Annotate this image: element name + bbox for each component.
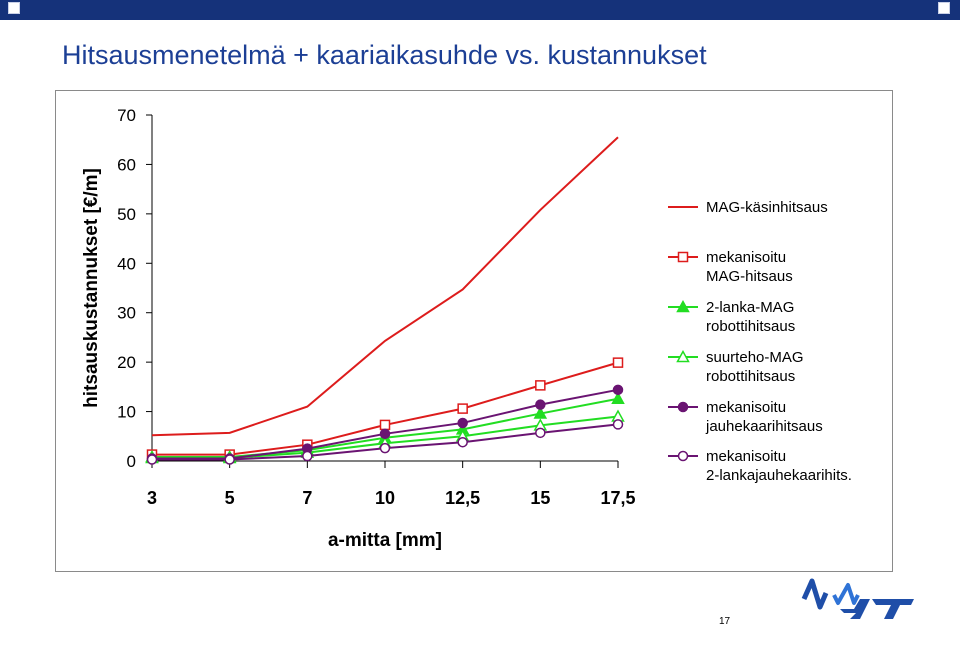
data-point bbox=[224, 454, 235, 465]
data-point bbox=[379, 419, 391, 431]
legend-label: MAG-käsinhitsaus bbox=[706, 199, 828, 216]
data-point bbox=[302, 450, 313, 462]
series-1 bbox=[151, 136, 619, 437]
corner-square-left bbox=[8, 2, 20, 14]
legend-label: mekanisoitu bbox=[706, 448, 786, 465]
legend-swatch-marker bbox=[677, 450, 689, 462]
series-6 bbox=[146, 419, 624, 465]
legend-label: MAG-hitsaus bbox=[706, 268, 793, 285]
legend-swatch-marker bbox=[677, 401, 689, 413]
y-tick-label: 50 bbox=[117, 205, 136, 224]
legend-label: 2-lankajauhekaarihits. bbox=[706, 467, 852, 484]
legend-item-1: MAG-käsinhitsaus bbox=[668, 199, 828, 216]
data-point bbox=[611, 391, 625, 404]
legend-label: suurteho-MAG bbox=[706, 349, 804, 366]
data-point bbox=[612, 384, 624, 396]
chart-axes: 0 10 20 30 40 50 60 70 3 5 7 10 12,5 15 17,5 a-mitta [m… bbox=[81, 106, 636, 551]
x-tick-label: 15 bbox=[530, 488, 550, 508]
data-point bbox=[146, 454, 158, 465]
data-point bbox=[535, 427, 546, 439]
legend-label: robottihitsaus bbox=[706, 368, 795, 385]
top-bar bbox=[0, 0, 960, 20]
y-tick-label: 0 bbox=[127, 452, 136, 471]
legend-label: robottihitsaus bbox=[706, 318, 795, 335]
legend-label: 2-lanka-MAG bbox=[706, 299, 794, 316]
page-number: 17 bbox=[719, 616, 731, 627]
y-tick-label: 10 bbox=[117, 403, 136, 422]
x-tick-label: 12,5 bbox=[445, 488, 480, 508]
data-point bbox=[612, 419, 624, 430]
y-axis-title: hitsauskustannukset [€/m] bbox=[81, 168, 102, 408]
legend-label: jauhekaarihitsaus bbox=[705, 418, 823, 435]
data-point bbox=[457, 403, 468, 414]
x-tick-label: 7 bbox=[302, 488, 312, 508]
series-line bbox=[151, 136, 619, 437]
legend-swatch-marker bbox=[676, 299, 690, 313]
y-tick-label: 70 bbox=[117, 106, 136, 125]
corner-square-right bbox=[938, 2, 950, 14]
legend-label: mekanisoitu bbox=[706, 399, 786, 416]
legend-item-4: suurteho-MAG robottihitsaus bbox=[668, 349, 804, 385]
legend-item-3: 2-lanka-MAG robottihitsaus bbox=[668, 299, 795, 335]
x-tick-label: 17,5 bbox=[600, 488, 635, 508]
legend-item-2: mekanisoitu MAG-hitsaus bbox=[668, 249, 793, 285]
data-point bbox=[457, 436, 468, 448]
data-point bbox=[457, 417, 468, 429]
x-tick-label: 3 bbox=[147, 488, 157, 508]
y-tick-label: 20 bbox=[117, 353, 136, 372]
data-point bbox=[379, 428, 391, 440]
legend-swatch-marker bbox=[677, 251, 689, 263]
data-point bbox=[612, 357, 624, 368]
legend-swatch-marker bbox=[676, 349, 690, 363]
legend-item-6: mekanisoitu 2-lankajauhekaarihits. bbox=[668, 448, 852, 484]
chart-series bbox=[145, 136, 625, 465]
x-tick-label: 10 bbox=[375, 488, 395, 508]
data-point bbox=[533, 406, 548, 419]
y-tick-label: 30 bbox=[117, 304, 136, 323]
vtt-logo bbox=[798, 573, 918, 628]
slide-title: Hitsausmenetelmä + kaariaikasuhde vs. ku… bbox=[62, 40, 707, 70]
y-tick-label: 40 bbox=[117, 254, 136, 273]
y-tick-label: 60 bbox=[117, 155, 136, 174]
chart-legend: MAG-käsinhitsaus mekanisoitu MAG-hitsaus 2-… bbox=[668, 199, 852, 484]
data-point bbox=[535, 380, 546, 391]
x-axis-title: a-mitta [mm] bbox=[328, 530, 442, 551]
legend-item-5: mekanisoitu jauhekaarihitsaus bbox=[668, 399, 823, 435]
chart-frame bbox=[55, 90, 893, 572]
legend-label: mekanisoitu bbox=[706, 249, 786, 266]
data-point bbox=[379, 442, 391, 454]
data-point bbox=[535, 399, 546, 410]
x-tick-label: 5 bbox=[225, 488, 235, 508]
